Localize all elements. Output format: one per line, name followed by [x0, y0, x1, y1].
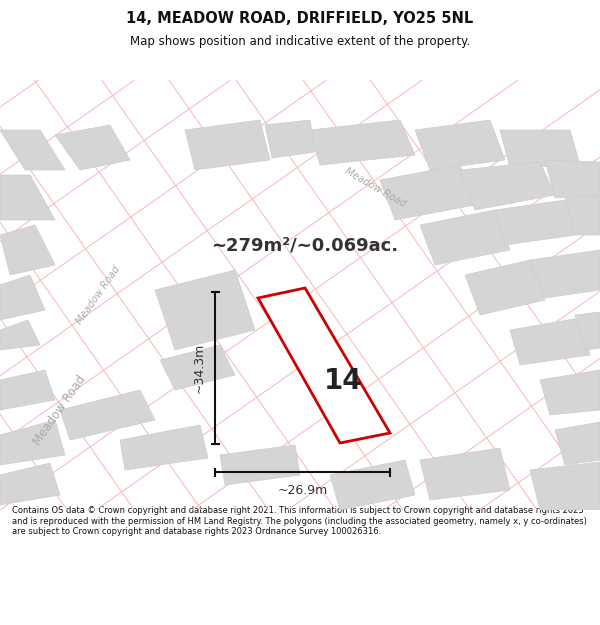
- Polygon shape: [495, 200, 575, 245]
- Polygon shape: [575, 312, 600, 350]
- Polygon shape: [420, 448, 510, 500]
- Polygon shape: [160, 345, 235, 390]
- Polygon shape: [0, 420, 65, 465]
- Polygon shape: [258, 288, 390, 443]
- Polygon shape: [220, 445, 300, 485]
- Text: 14: 14: [324, 366, 362, 394]
- Polygon shape: [530, 250, 600, 298]
- Text: ~26.9m: ~26.9m: [277, 484, 328, 496]
- Polygon shape: [0, 225, 55, 275]
- Polygon shape: [310, 120, 415, 165]
- Text: 14, MEADOW ROAD, DRIFFIELD, YO25 5NL: 14, MEADOW ROAD, DRIFFIELD, YO25 5NL: [127, 11, 473, 26]
- Polygon shape: [0, 370, 55, 410]
- Polygon shape: [265, 120, 315, 158]
- Polygon shape: [330, 460, 415, 510]
- Polygon shape: [530, 462, 600, 510]
- Polygon shape: [0, 130, 65, 170]
- Polygon shape: [555, 422, 600, 465]
- Text: Map shows position and indicative extent of the property.: Map shows position and indicative extent…: [130, 35, 470, 48]
- Polygon shape: [0, 320, 40, 350]
- Polygon shape: [465, 260, 545, 315]
- Text: Meadow Road: Meadow Road: [31, 372, 89, 448]
- Polygon shape: [415, 120, 505, 170]
- Text: Meadow Road: Meadow Road: [343, 166, 407, 209]
- Polygon shape: [510, 318, 590, 365]
- Polygon shape: [55, 125, 130, 170]
- Polygon shape: [545, 160, 600, 198]
- Text: Contains OS data © Crown copyright and database right 2021. This information is : Contains OS data © Crown copyright and d…: [12, 506, 587, 536]
- Polygon shape: [460, 162, 555, 210]
- Polygon shape: [185, 120, 270, 170]
- Polygon shape: [500, 130, 580, 168]
- Text: Meadow Road: Meadow Road: [74, 264, 122, 326]
- Polygon shape: [565, 195, 600, 235]
- Text: ~279m²/~0.069ac.: ~279m²/~0.069ac.: [211, 236, 398, 254]
- Polygon shape: [0, 175, 55, 220]
- Polygon shape: [120, 425, 208, 470]
- Polygon shape: [0, 463, 60, 505]
- Polygon shape: [60, 390, 155, 440]
- Polygon shape: [420, 210, 510, 265]
- Polygon shape: [540, 370, 600, 415]
- Text: ~34.3m: ~34.3m: [193, 343, 205, 393]
- Polygon shape: [0, 275, 45, 320]
- Polygon shape: [155, 270, 255, 350]
- Polygon shape: [380, 165, 475, 220]
